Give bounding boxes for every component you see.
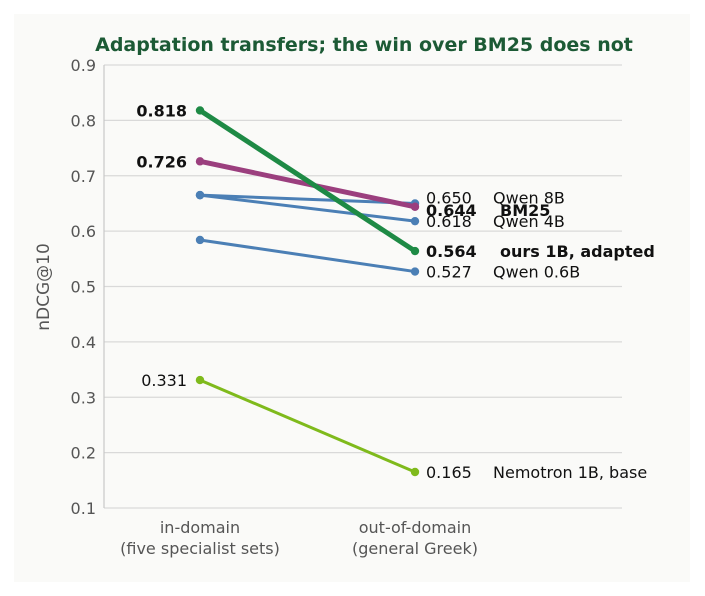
series-name-label: Qwen 8B xyxy=(493,188,565,207)
data-label-right: 0.618 xyxy=(426,212,472,231)
data-point xyxy=(410,216,420,226)
series-name-label: Qwen 4B xyxy=(493,212,565,231)
data-point xyxy=(410,467,420,477)
data-point xyxy=(195,106,205,115)
y-tick-labels: 0.1 0.2 0.3 0.4 0.5 0.6 0.7 0.8 0.9 xyxy=(71,56,96,518)
x-tick-label: in-domain xyxy=(160,518,240,537)
y-tick-label: 0.5 xyxy=(71,278,96,297)
y-tick-label: 0.6 xyxy=(71,222,96,241)
data-point xyxy=(195,375,205,385)
data-label-left: 0.331 xyxy=(141,371,187,390)
chart-frame xyxy=(14,14,690,582)
x-tick-label: (general Greek) xyxy=(352,539,478,558)
chart-title: Adaptation transfers; the win over BM25 … xyxy=(95,34,633,56)
series-line xyxy=(198,378,417,474)
data-labels: 0.650 Qwen 8B 0.726 0.644 BM25 0.618 Qwen 4B 0.… xyxy=(136,101,654,482)
data-label-right: 0.527 xyxy=(426,263,472,282)
data-point xyxy=(410,202,420,211)
data-label-right: 0.564 xyxy=(426,242,477,261)
y-tick-label: 0.8 xyxy=(71,111,96,130)
y-tick-label: 0.4 xyxy=(71,333,96,352)
data-point xyxy=(195,157,205,166)
series-line xyxy=(197,158,418,210)
series-name-label: BM25 xyxy=(500,201,550,220)
series-line xyxy=(197,107,418,254)
series-name-label: Qwen 0.6B xyxy=(493,263,580,282)
y-tick-label: 0.9 xyxy=(71,56,96,75)
series-name-label: ours 1B, adapted xyxy=(500,242,655,261)
series-lines xyxy=(195,106,420,477)
series-line xyxy=(198,193,417,223)
data-point xyxy=(410,267,420,276)
series-line xyxy=(198,193,417,205)
y-tick-label: 0.2 xyxy=(71,444,96,463)
data-label-right: 0.165 xyxy=(426,463,472,482)
data-point xyxy=(195,190,205,200)
y-axis-label: nDCG@10 xyxy=(34,243,54,331)
data-point xyxy=(410,246,420,256)
x-tick-labels: in-domain (five specialist sets) out-of-do… xyxy=(120,518,478,558)
series-name-label: Nemotron 1B, base xyxy=(493,463,647,482)
y-tick-label: 0.3 xyxy=(71,388,96,407)
grid-lines xyxy=(104,64,622,509)
data-label-left: 0.818 xyxy=(136,101,187,120)
data-label-right: 0.650 xyxy=(426,188,472,207)
data-label-right: 0.644 xyxy=(426,201,477,220)
x-tick-label: out-of-domain xyxy=(359,518,472,537)
data-label-left: 0.726 xyxy=(136,152,187,171)
series-line xyxy=(198,238,417,274)
data-point xyxy=(195,235,205,245)
x-tick-label: (five specialist sets) xyxy=(120,539,280,558)
y-tick-label: 0.7 xyxy=(71,167,96,186)
y-tick-label: 0.1 xyxy=(71,499,96,518)
